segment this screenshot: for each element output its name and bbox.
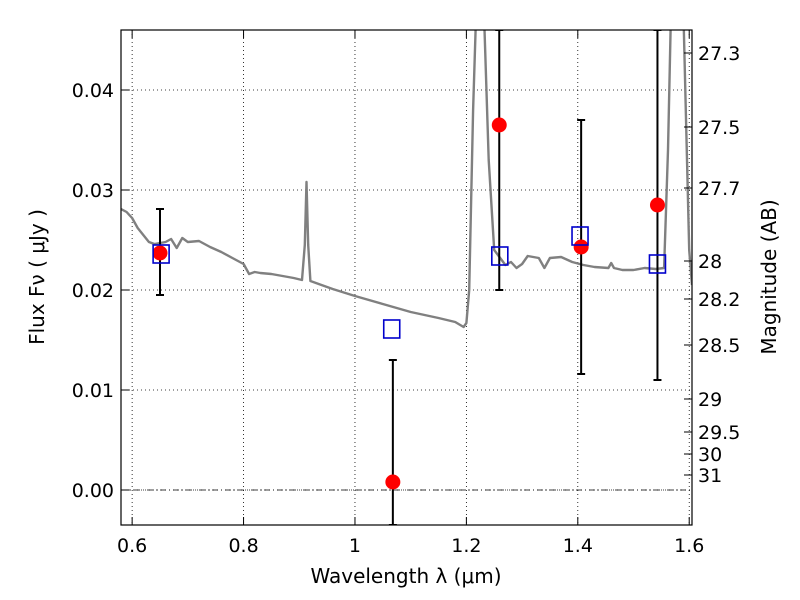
x-tick-label: 0.6 <box>117 535 147 557</box>
model-synthetic-layer <box>152 226 667 339</box>
mag-tick-label: 28.5 <box>698 335 740 357</box>
y-tick-label: 0.04 <box>72 80 114 102</box>
x-tick-label: 1 <box>349 535 361 557</box>
x-tick-label: 1.6 <box>674 535 704 557</box>
mag-tick-label: 29 <box>698 389 722 411</box>
grid-layer <box>121 30 692 525</box>
mag-tick-label: 28 <box>698 251 722 273</box>
x-tick-label: 1.2 <box>451 535 481 557</box>
observed-point <box>152 245 168 261</box>
mag-tick-label: 27.3 <box>698 43 740 65</box>
observed-point <box>649 197 665 213</box>
x-ticks-layer: 0.6 0.8 1 1.2 1.4 1.6 <box>117 30 704 557</box>
x-axis-label: Wavelength λ (μm) <box>310 564 501 588</box>
x-tick-label: 0.8 <box>228 535 258 557</box>
mag-tick-label: 27.7 <box>698 178 740 200</box>
model-synthetic-point <box>571 226 589 246</box>
model-sed-layer <box>121 30 692 329</box>
model-synthetic-point <box>648 254 667 274</box>
model-synthetic-point <box>491 246 509 266</box>
model-synthetic-point <box>152 244 170 264</box>
mag-tick-label: 31 <box>698 465 722 487</box>
mag-tick-label: 30 <box>698 444 722 466</box>
y-tick-label: 0.00 <box>72 480 114 502</box>
y-tick-label: 0.03 <box>72 180 114 202</box>
y-axis-label-left: Flux Fν ( μJy ) <box>25 209 49 345</box>
x-tick-label: 1.4 <box>563 535 593 557</box>
y-tick-label: 0.01 <box>72 380 114 402</box>
observed-point <box>491 117 507 133</box>
observed-point <box>385 474 401 490</box>
y-axis-label-right: Magnitude (AB) <box>757 199 781 354</box>
mag-tick-label: 28.2 <box>698 289 740 311</box>
y-tick-label: 0.02 <box>72 280 114 302</box>
mag-tick-label: 27.5 <box>698 117 740 139</box>
model-synthetic-point <box>382 319 401 339</box>
errorbar-layer <box>155 30 662 525</box>
plot-frame <box>120 29 693 526</box>
model-sed-line <box>121 30 692 329</box>
mag-tick-label: 29.5 <box>698 422 740 444</box>
observed-layer <box>152 117 665 490</box>
y-ticks-layer: 0.00 0.01 0.02 0.03 0.04 <box>72 80 129 502</box>
observed-point <box>573 239 589 255</box>
